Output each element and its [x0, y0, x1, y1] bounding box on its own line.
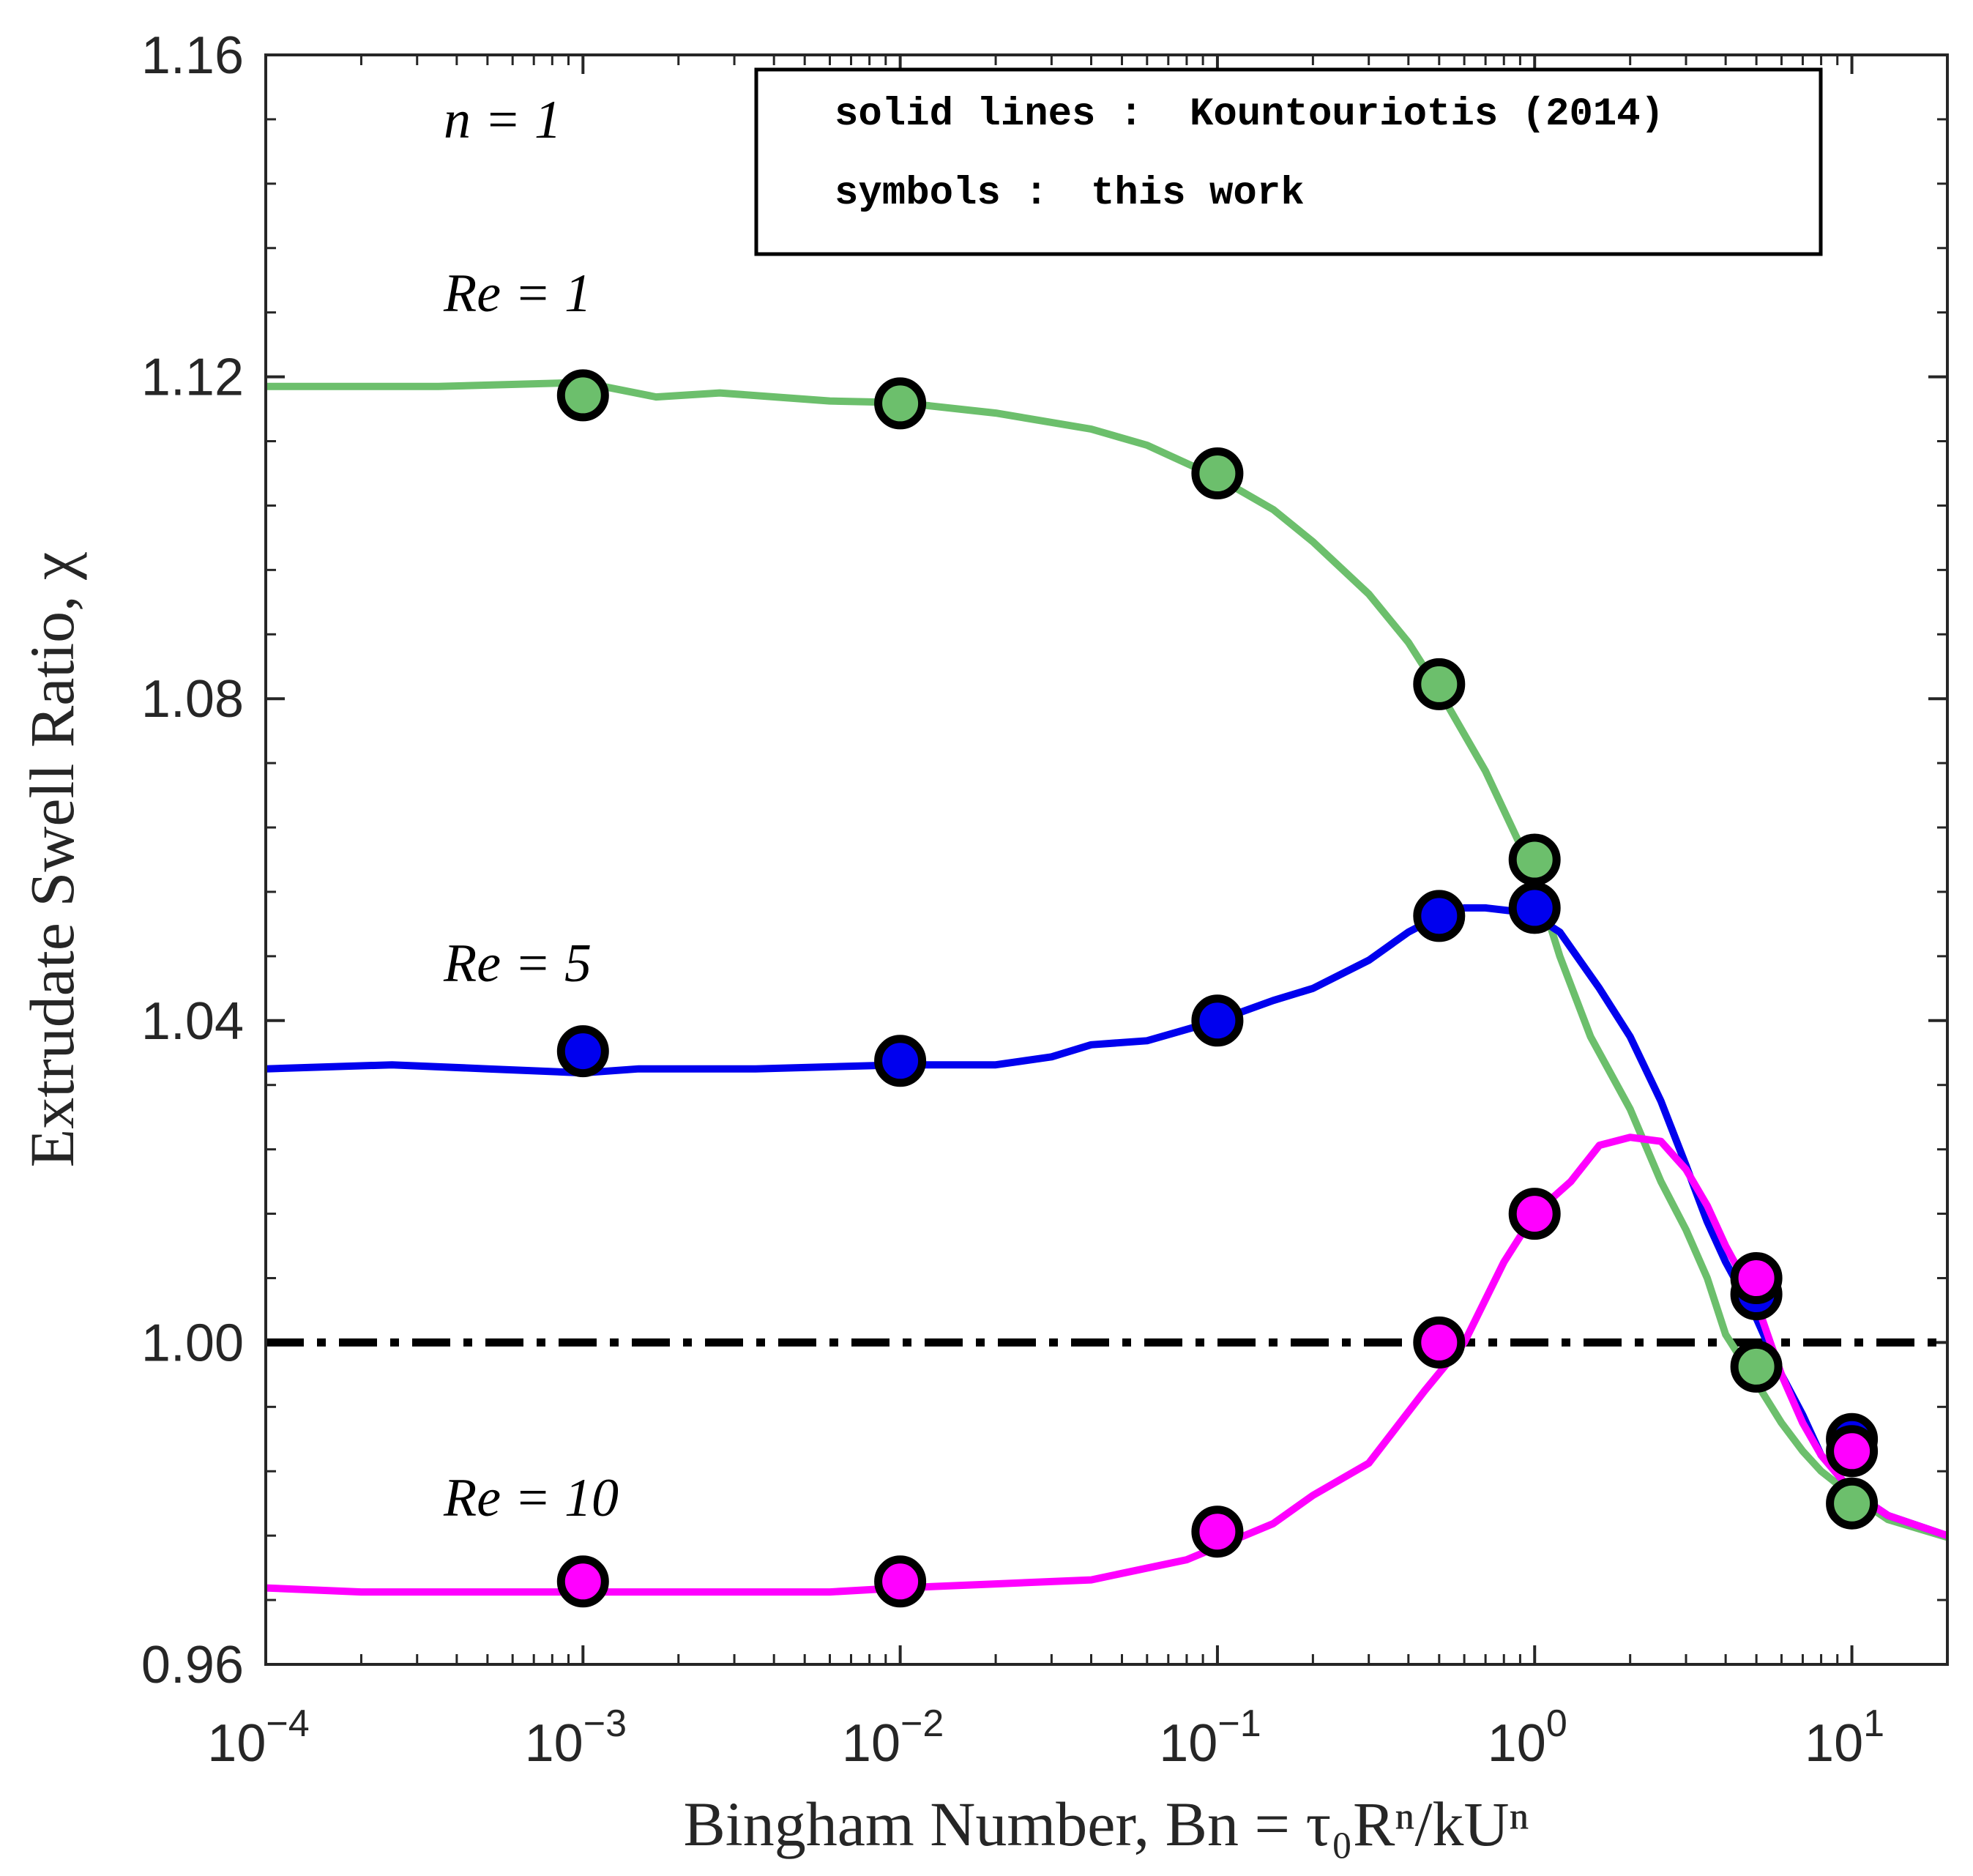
legend-line2-key: symbols : [835, 171, 1048, 216]
data-point-series-1 [1826, 1477, 1879, 1530]
data-point-series-2 [1508, 882, 1561, 934]
data-point-series-3 [1413, 1316, 1466, 1369]
x-tick-label: 101 [1805, 1702, 1884, 1773]
y-tick-label: 0.96 [141, 1636, 244, 1694]
x-tick-label: 10−2 [842, 1702, 944, 1773]
plot-background [266, 55, 1947, 1664]
data-point-series-3 [556, 1555, 609, 1608]
data-point-series-2 [874, 1035, 927, 1087]
series-line-1 [266, 379, 1949, 1541]
y-tick-label: 1.04 [141, 992, 244, 1051]
data-point-series-2 [1413, 890, 1466, 942]
data-point-series-2 [1191, 994, 1244, 1047]
annotation-re5: Re = 5 [443, 934, 592, 994]
data-point-series-1 [1508, 833, 1561, 886]
y-tick-labels: 0.96 1.00 1.04 1.08 1.12 1.16 [141, 26, 244, 1694]
x-axis-title: Bingham Number, Bn = τ₀Rⁿ/kUⁿ [683, 1789, 1529, 1859]
x-tick-label: 10−1 [1159, 1702, 1261, 1773]
points-layer [556, 369, 1879, 1608]
data-point-series-1 [1730, 1340, 1783, 1393]
minor-ticks [266, 55, 1949, 1664]
legend: solid lines : Kountouriotis (2014) symbo… [754, 67, 1823, 256]
data-point-series-1 [556, 369, 609, 422]
x-tick-label: 10−3 [525, 1702, 627, 1773]
data-point-series-3 [1508, 1188, 1561, 1240]
data-point-series-3 [1826, 1425, 1879, 1478]
x-tick-labels: 10−4 10−3 10−2 10−1 100 101 [207, 1702, 1884, 1773]
plot-frame [264, 53, 1949, 1666]
y-axis-title: Extrudate Swell Ratio, χ [17, 552, 87, 1168]
x-tick-label: 10−4 [207, 1702, 309, 1773]
y-tick-label: 1.08 [141, 670, 244, 729]
annotation-re10: Re = 10 [443, 1468, 619, 1528]
legend-line1-key: solid lines : [835, 92, 1143, 137]
y-tick-label: 1.16 [141, 26, 244, 85]
legend-box [754, 67, 1823, 256]
data-point-series-3 [1730, 1252, 1783, 1304]
y-tick-label: 1.12 [141, 349, 244, 407]
legend-line2-value: this work [1091, 171, 1305, 216]
y-tick-label: 1.00 [141, 1314, 244, 1372]
legend-line1-value: Kountouriotis (2014) [1190, 92, 1664, 137]
annotation-n: n = 1 [444, 90, 562, 150]
data-point-series-1 [1413, 658, 1466, 710]
data-point-series-1 [874, 377, 927, 430]
data-point-series-3 [874, 1555, 927, 1608]
data-point-series-2 [556, 1025, 609, 1078]
x-tick-label: 100 [1488, 1702, 1567, 1773]
annotation-re1: Re = 1 [443, 264, 592, 324]
data-point-series-3 [1191, 1505, 1244, 1558]
data-point-series-1 [1191, 447, 1244, 499]
